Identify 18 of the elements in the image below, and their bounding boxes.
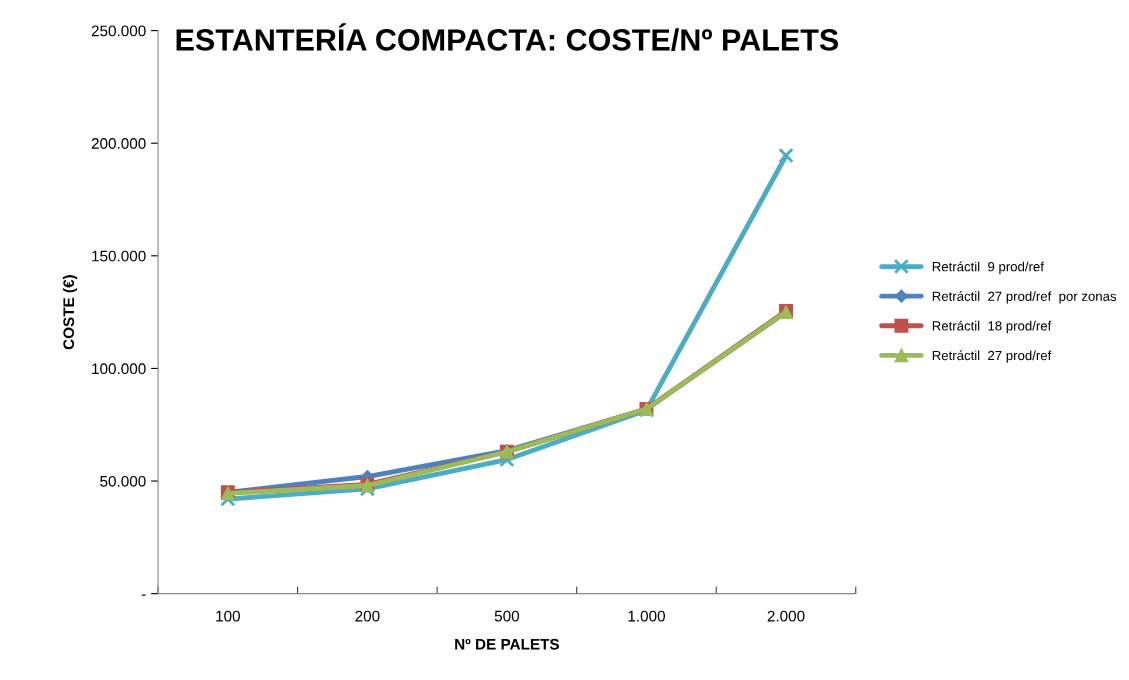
x-tick-label: 2.000	[767, 610, 805, 622]
x-axis-title: Nº DE PALETS	[455, 638, 560, 650]
chart-title: ESTANTERÍA COMPACTA: COSTE/Nº PALETS	[176, 23, 839, 52]
y-tick-label: 200.000	[91, 138, 146, 149]
y-axis-title: COSTE (€)	[62, 275, 78, 350]
legend-label: Retráctil 18 prod/ref	[932, 320, 1052, 334]
x-tick-label: 500	[494, 610, 520, 622]
legend-label: Retráctil 9 prod/ref	[932, 261, 1044, 274]
y-tick-label: 100.000	[92, 363, 146, 375]
y-tick-label: 250.000	[91, 25, 146, 37]
y-tick-label: 50.000	[100, 475, 146, 487]
legend-label: Retráctil 27 prod/ref	[932, 350, 1052, 363]
x-tick-label: 100	[216, 610, 240, 622]
y-tick-label: -	[141, 594, 146, 596]
x-tick-label: 200	[355, 610, 380, 622]
x-tick-label: 1.000	[628, 610, 665, 622]
y-tick-label: 150.000	[92, 250, 146, 262]
legend-label: Retráctil 27 prod/ref por zonas	[932, 291, 1117, 304]
